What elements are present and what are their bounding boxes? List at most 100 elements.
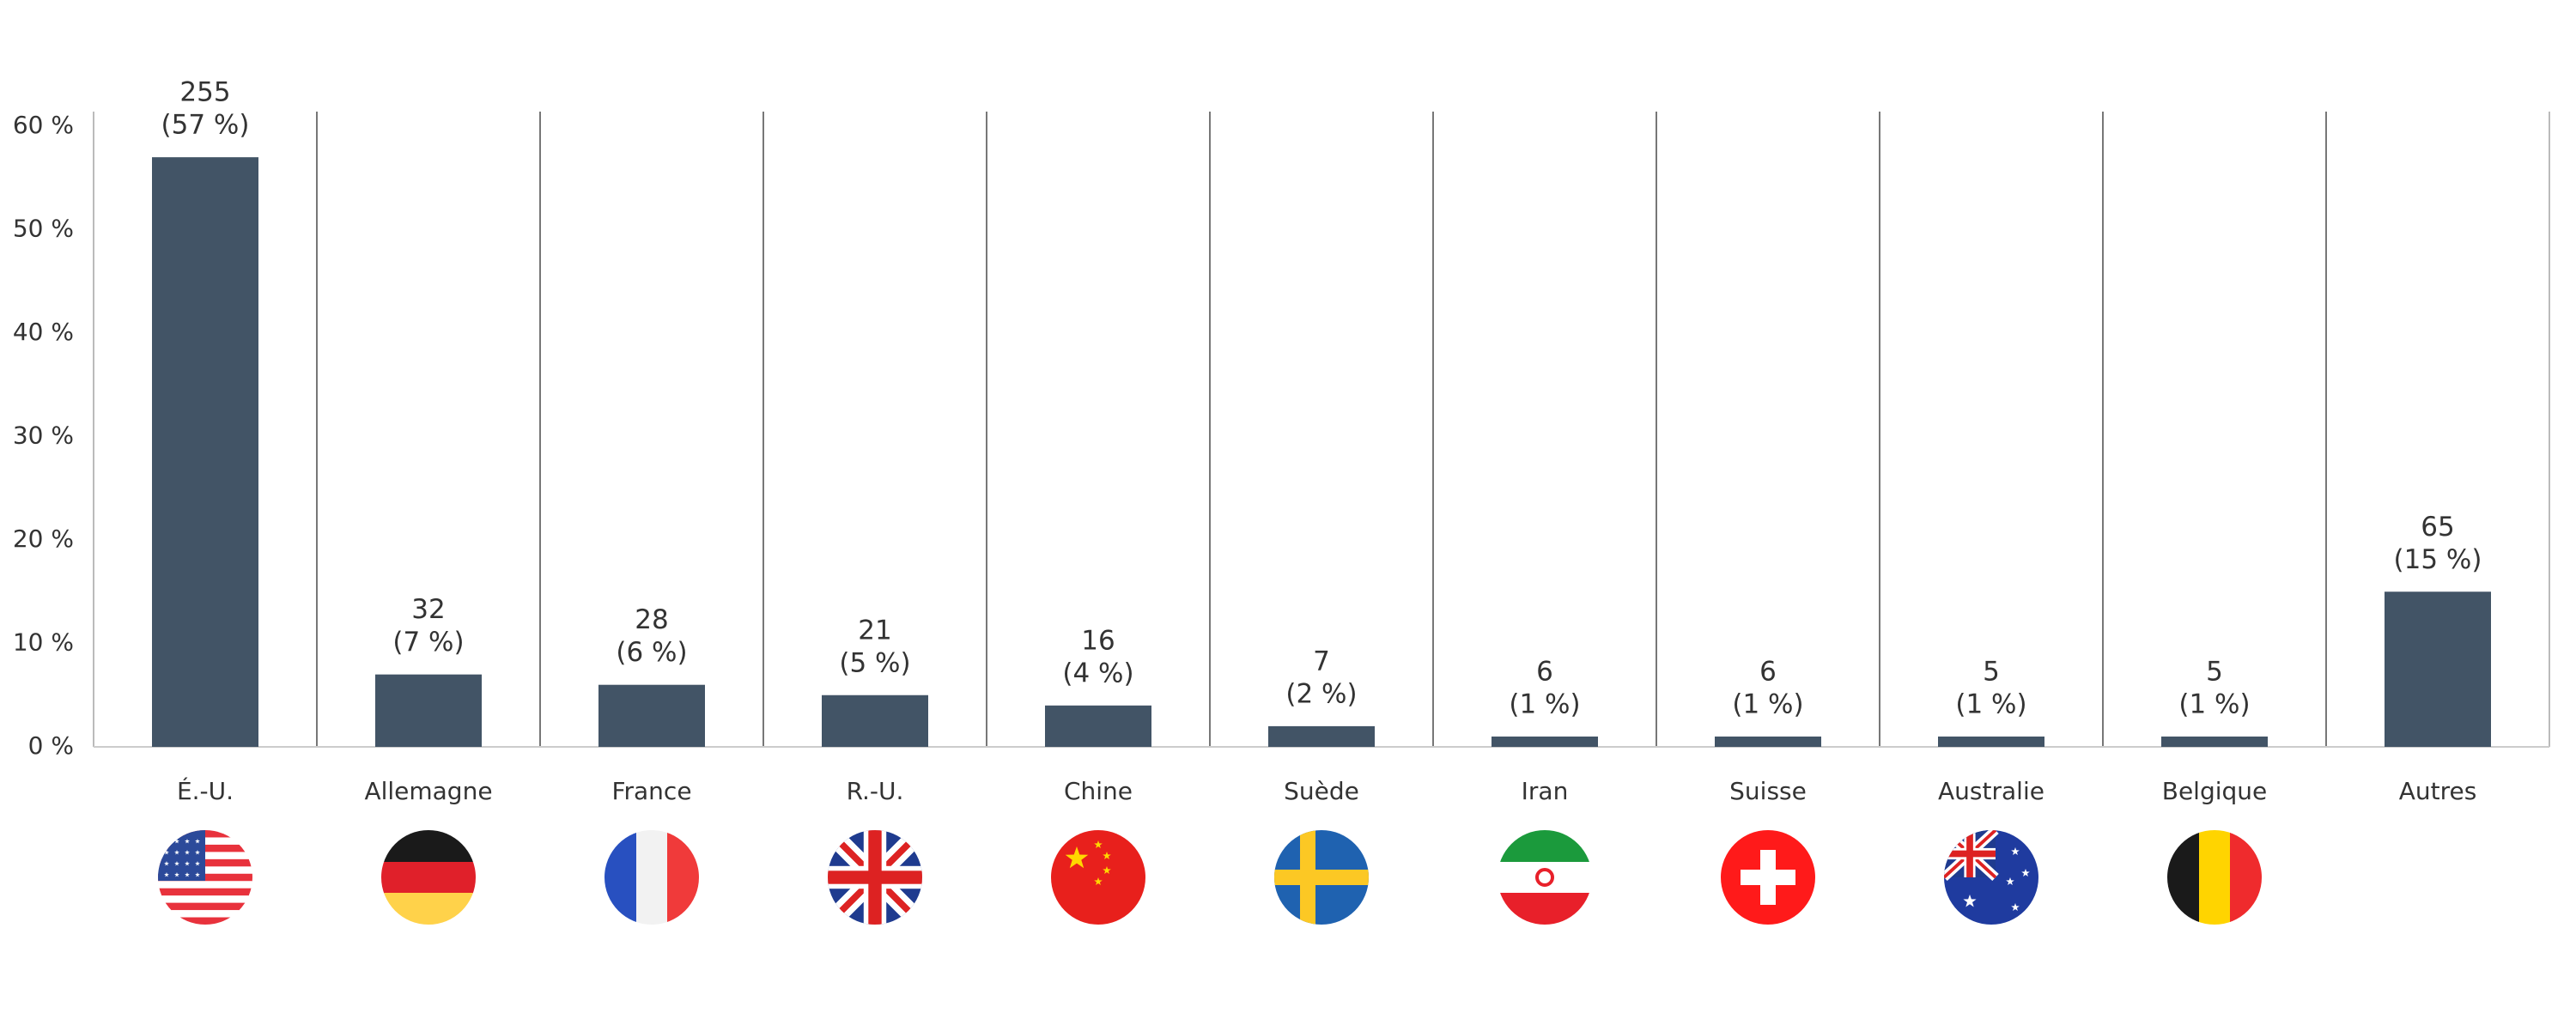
flag-part [381,830,476,862]
x-tick-label: France [611,777,691,805]
flag-star [185,839,190,844]
flag-part [158,830,205,881]
flag-body [158,830,252,925]
flag-star [2006,877,2014,885]
flag [158,830,252,925]
y-tick-label: 50 % [13,215,74,243]
y-tick-label: 10 % [13,628,74,657]
data-label-count: 6 [1536,656,1553,687]
flag-part [1741,870,1795,885]
flag-part [636,830,668,925]
flag-part [667,830,699,925]
bar [2161,736,2268,747]
data-label-percent: (1 %) [1732,688,1803,719]
y-tick-label: 0 % [28,731,74,760]
flag-part [868,830,882,925]
data-label-count: 255 [179,77,230,108]
data-label-percent: (4 %) [1062,658,1133,688]
x-tick-label: Suisse [1729,777,1807,805]
flag-star [185,861,190,866]
data-label-count: 28 [635,604,668,635]
flag-part [381,862,476,894]
data-label-percent: (7 %) [392,627,464,658]
flag-star [1094,840,1103,848]
flag-star [2021,869,2030,877]
bar [152,157,258,747]
flag-body [1721,830,1815,925]
bar [598,684,705,747]
flag-part [158,895,252,904]
flag-star [1094,877,1103,885]
y-tick-label: 60 % [13,111,74,139]
flag-star [1103,852,1111,859]
flag [381,830,476,925]
flag-part [1498,830,1592,862]
y-tick-label: 30 % [13,422,74,450]
flag-part [381,893,476,925]
flag-star [195,839,200,844]
flag-body [605,830,699,925]
bar [1938,736,2044,747]
bar [375,674,482,747]
flag-part [158,917,252,925]
data-label-count: 16 [1081,625,1115,656]
flag-star [195,850,200,855]
data-label-percent: (5 %) [839,647,910,678]
flag [1944,830,2038,925]
data-label-count: 5 [1983,656,2000,687]
flag-star [2011,903,2020,911]
flag [2167,830,2262,925]
flag-part [158,902,252,911]
flag-star [164,850,169,855]
flag-star [174,850,179,855]
flag-star [174,861,179,866]
data-label-count: 65 [2421,512,2454,543]
flag-part [1966,830,1973,877]
bar [1045,705,1151,747]
flag-body [1274,830,1369,925]
bar [1715,736,1821,747]
x-tick-label: Australie [1938,777,2044,805]
bar [1492,736,1598,747]
flag-part [1535,868,1554,887]
flag-part [2167,830,2199,925]
flag [1721,830,1815,925]
flag-star [1963,895,1977,907]
data-label-percent: (1 %) [1509,688,1580,719]
flag-star [164,861,169,866]
flag-body [1051,830,1145,925]
flag-star [164,872,169,877]
data-label-percent: (2 %) [1285,678,1357,709]
data-label-count: 21 [858,615,891,646]
flag-star [195,872,200,877]
data-label-percent: (1 %) [1955,688,2026,719]
flag-part [158,881,252,889]
flag-star [174,839,179,844]
bar [1268,725,1375,747]
flag [828,830,922,925]
flag-part [1300,830,1315,925]
flag-star [185,872,190,877]
flag-star [2011,847,2020,855]
data-label-percent: (57 %) [161,110,250,141]
flag [1051,830,1145,925]
flag-body [1498,830,1592,925]
data-label-count: 6 [1759,656,1777,687]
flag [1274,830,1369,925]
x-tick-label: Autres [2399,777,2477,805]
data-label-count: 7 [1313,646,1330,676]
x-tick-label: Chine [1064,777,1133,805]
flag-part [1498,862,1592,894]
flag-body [1944,830,2038,925]
x-tick-label: Allemagne [364,777,492,805]
flag-star [185,850,190,855]
data-label-count: 32 [411,594,445,625]
flag-body [381,830,476,925]
data-label-percent: (6 %) [616,637,687,668]
flag-star [1103,866,1111,874]
data-label-percent: (1 %) [2178,688,2250,719]
flag-part [158,910,252,919]
flag-part [1498,893,1592,925]
flag-star [164,839,169,844]
